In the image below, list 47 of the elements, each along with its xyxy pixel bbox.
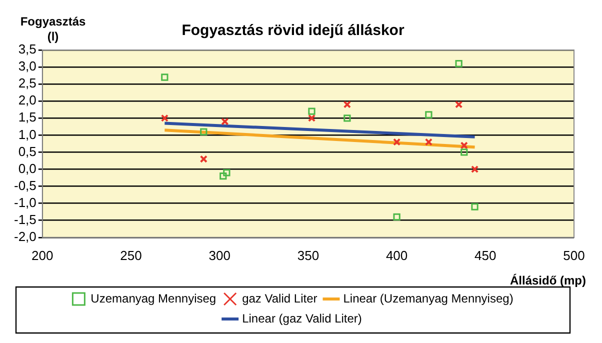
point bbox=[470, 165, 479, 174]
x-tick-label: 500 bbox=[563, 248, 585, 263]
y-axis-title: Fogyasztás (l) bbox=[20, 14, 86, 44]
y-tick-label: 1,5 bbox=[18, 110, 36, 125]
x-tick-label: 400 bbox=[386, 248, 408, 263]
point bbox=[200, 155, 208, 163]
x-tick-label: 250 bbox=[120, 248, 142, 263]
point bbox=[460, 148, 468, 156]
point bbox=[161, 74, 168, 81]
point bbox=[454, 100, 463, 108]
point bbox=[455, 60, 462, 68]
y-tick-label: 2,5 bbox=[18, 76, 36, 91]
point bbox=[424, 138, 433, 146]
point bbox=[471, 203, 478, 210]
point bbox=[393, 213, 400, 221]
y-tick-label: 0,5 bbox=[18, 144, 36, 159]
x-tick-label: 300 bbox=[208, 248, 230, 263]
point bbox=[343, 100, 352, 108]
point bbox=[308, 114, 316, 122]
y-tick-label: 3,5 bbox=[18, 42, 36, 57]
y-tick-label: -1,0 bbox=[14, 194, 36, 210]
y-tick-label: 2,0 bbox=[18, 92, 36, 108]
point bbox=[160, 114, 168, 122]
y-tick-label: -0,5 bbox=[14, 178, 36, 193]
x-tick-label: 200 bbox=[32, 248, 54, 263]
legend-label: Linear (Uzemanyag Mennyiseg) bbox=[343, 291, 514, 306]
x-axis-title: Állásidő (mp) bbox=[510, 273, 586, 288]
x-tick-label: 350 bbox=[297, 248, 320, 263]
y-tick-label: -2,0 bbox=[14, 228, 36, 244]
y-tick-label: -1,5 bbox=[14, 212, 36, 227]
point bbox=[308, 108, 316, 115]
legend-label: Linear (gaz Valid Liter) bbox=[242, 311, 362, 326]
point bbox=[392, 138, 401, 146]
legend-label: gaz Valid Liter bbox=[242, 291, 318, 306]
point bbox=[220, 172, 227, 180]
y-tick-label: 1,0 bbox=[18, 126, 36, 142]
point bbox=[200, 128, 208, 136]
y-tick-label: 0,0 bbox=[18, 160, 36, 176]
point bbox=[425, 111, 432, 118]
point bbox=[344, 114, 351, 122]
point bbox=[223, 169, 230, 176]
legend-label: Uzemanyag Mennyiseg bbox=[90, 291, 216, 306]
chart-title: Fogyasztás rövid idejű álláskor bbox=[182, 22, 404, 40]
x-tick-label: 450 bbox=[474, 248, 496, 263]
y-tick-label: 3,0 bbox=[18, 58, 36, 74]
point bbox=[460, 142, 468, 150]
point bbox=[221, 118, 229, 126]
